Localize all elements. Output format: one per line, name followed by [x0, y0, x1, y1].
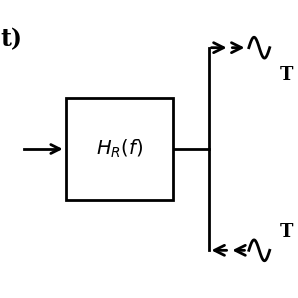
Text: t): t) [0, 27, 22, 51]
Text: T: T [280, 66, 293, 83]
Text: T: T [280, 224, 293, 241]
Bar [66, 98, 173, 200]
Text: $H_R(f)$: $H_R(f)$ [96, 138, 143, 160]
